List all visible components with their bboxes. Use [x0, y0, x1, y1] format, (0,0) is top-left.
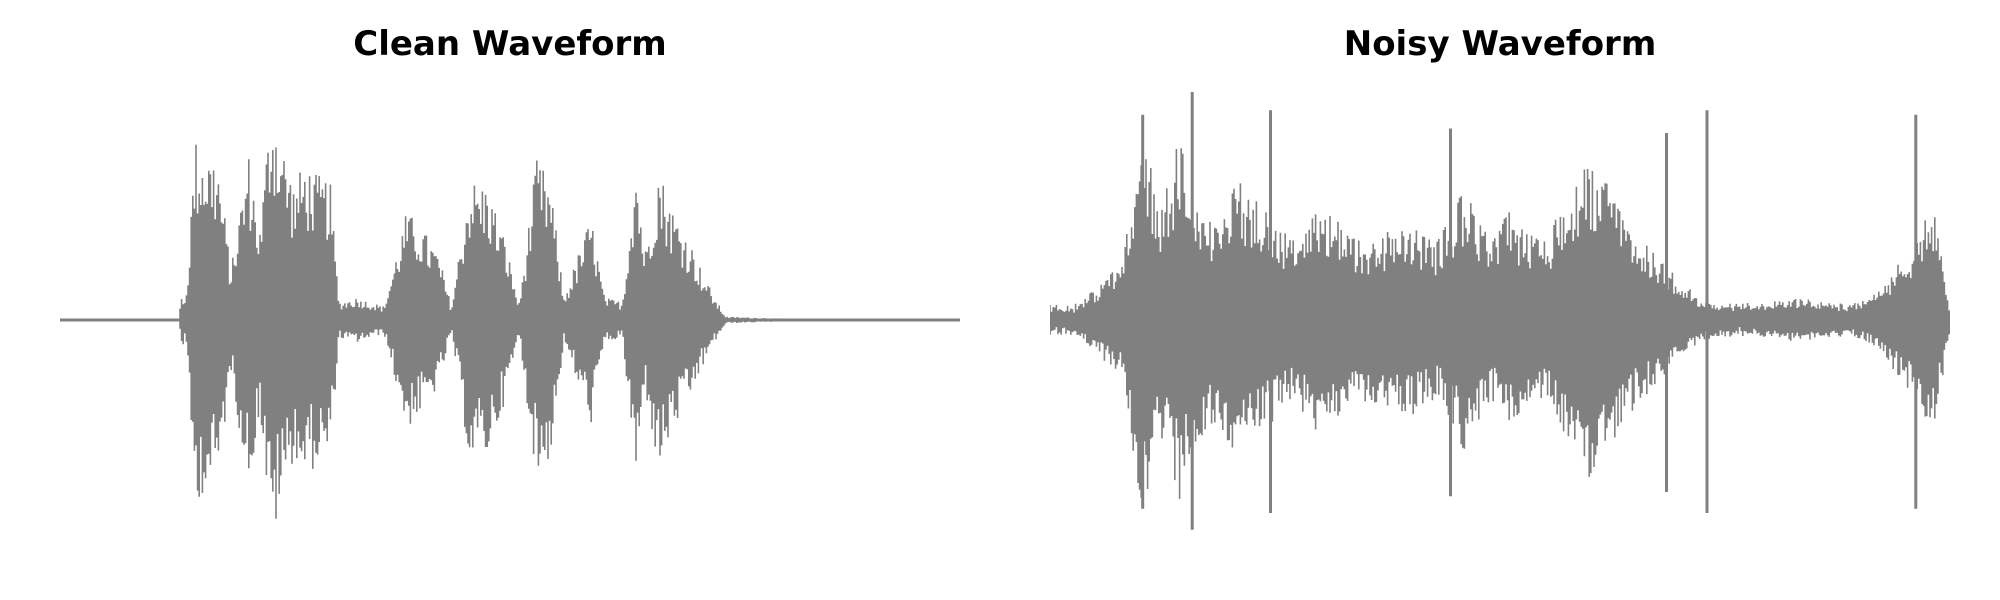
clean-waveform-plot	[60, 144, 960, 519]
clean-waveform-series	[60, 144, 960, 519]
clean-waveform-line	[60, 144, 960, 519]
clean-waveform-panel: Clean Waveform	[60, 0, 960, 600]
noisy-waveform-plot	[1050, 92, 1950, 530]
noisy-waveform-series	[1050, 92, 1950, 530]
noisy-waveform-panel: Noisy Waveform	[1050, 0, 1950, 600]
noisy-waveform-title: Noisy Waveform	[1343, 24, 1657, 64]
clean-waveform-title: Clean Waveform	[353, 24, 667, 64]
noisy-waveform-line	[1050, 148, 1950, 499]
